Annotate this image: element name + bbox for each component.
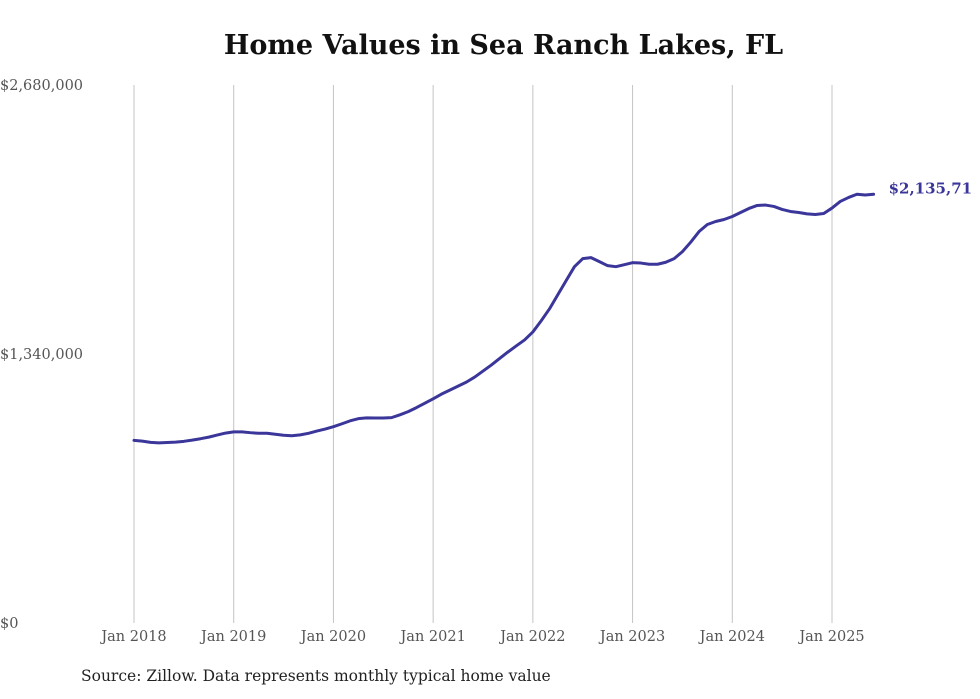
y-tick-label: $2,680,000 (0, 78, 83, 94)
series-line (132, 192, 876, 445)
grid-layer (133, 85, 833, 623)
x-tick-label: Jan 2021 (398, 629, 465, 645)
x-tick-label: Jan 2018 (99, 629, 166, 645)
x-tick-label: Jan 2019 (199, 629, 266, 645)
y-tick-label: $0 (0, 616, 18, 632)
x-tick-label: Jan 2023 (598, 629, 665, 645)
x-tick-label: Jan 2020 (299, 629, 366, 645)
end-value-label: $2,135,71 (889, 179, 973, 197)
source-note: Source: Zillow. Data represents monthly … (81, 667, 551, 685)
x-tick-label: Jan 2024 (698, 629, 765, 645)
y-tick-label: $1,340,000 (0, 347, 83, 363)
series-layer (132, 192, 876, 445)
x-tick-label: Jan 2022 (498, 629, 565, 645)
x-axis-ticks: Jan 2018 Jan 2019 Jan 2020 Jan 2021 Jan 2022… (99, 629, 864, 645)
chart-title: Home Values in Sea Ranch Lakes, FL (223, 30, 784, 61)
y-axis-ticks: $0 $1,340,000 $2,680,000 (0, 78, 83, 632)
x-tick-label: Jan 2025 (797, 629, 864, 645)
